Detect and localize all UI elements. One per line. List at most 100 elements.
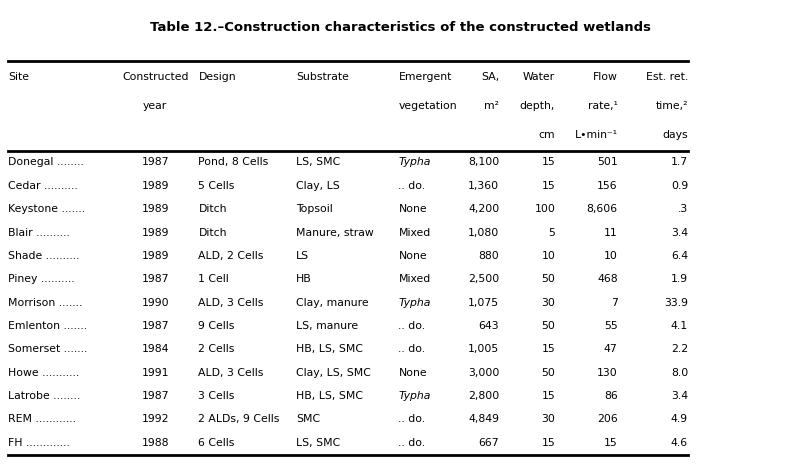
Text: 1992: 1992 [142, 414, 169, 424]
Text: 1987: 1987 [142, 391, 169, 401]
Text: 15: 15 [542, 181, 555, 191]
Text: Est. ret.: Est. ret. [646, 73, 688, 82]
Text: ALD, 2 Cells: ALD, 2 Cells [198, 251, 264, 261]
Text: 4,849: 4,849 [468, 414, 499, 424]
Text: Ditch: Ditch [198, 204, 227, 214]
Text: Clay, manure: Clay, manure [296, 298, 369, 308]
Text: LS: LS [296, 251, 309, 261]
Text: 2,500: 2,500 [468, 274, 499, 284]
Text: 11: 11 [604, 227, 618, 237]
Text: 6 Cells: 6 Cells [198, 438, 234, 448]
Text: Typha: Typha [398, 391, 430, 401]
Text: .. do.: .. do. [398, 438, 426, 448]
Text: Somerset .......: Somerset ....... [8, 344, 87, 354]
Text: Keystone .......: Keystone ....... [8, 204, 85, 214]
Text: 15: 15 [604, 438, 618, 448]
Text: Flow: Flow [593, 73, 618, 82]
Text: Mixed: Mixed [398, 274, 430, 284]
Text: None: None [398, 251, 427, 261]
Text: cm: cm [538, 130, 555, 139]
Text: Table 12.–Construction characteristics of the constructed wetlands: Table 12.–Construction characteristics o… [150, 21, 650, 34]
Text: 3.4: 3.4 [671, 391, 688, 401]
Text: 1989: 1989 [142, 204, 169, 214]
Text: 10: 10 [542, 251, 555, 261]
Text: Water: Water [523, 73, 555, 82]
Text: Donegal ........: Donegal ........ [8, 157, 84, 167]
Text: Manure, straw: Manure, straw [296, 227, 374, 237]
Text: Ditch: Ditch [198, 227, 227, 237]
Text: 3,000: 3,000 [468, 368, 499, 378]
Text: 5: 5 [548, 227, 555, 237]
Text: 1,005: 1,005 [468, 344, 499, 354]
Text: HB, LS, SMC: HB, LS, SMC [296, 391, 363, 401]
Text: Clay, LS: Clay, LS [296, 181, 340, 191]
Text: Piney ..........: Piney .......... [8, 274, 74, 284]
Text: LS, SMC: LS, SMC [296, 438, 340, 448]
Text: 15: 15 [542, 438, 555, 448]
Text: 1.7: 1.7 [671, 157, 688, 167]
Text: 130: 130 [597, 368, 618, 378]
Text: Shade ..........: Shade .......... [8, 251, 79, 261]
Text: 30: 30 [542, 298, 555, 308]
Text: 1987: 1987 [142, 321, 169, 331]
Text: time,²: time,² [655, 101, 688, 111]
Text: FH .............: FH ............. [8, 438, 70, 448]
Text: 1988: 1988 [142, 438, 169, 448]
Text: HB, LS, SMC: HB, LS, SMC [296, 344, 363, 354]
Text: 8,606: 8,606 [586, 204, 618, 214]
Text: REM ............: REM ............ [8, 414, 76, 424]
Text: year: year [143, 101, 167, 111]
Text: Cedar ..........: Cedar .......... [8, 181, 78, 191]
Text: 2 ALDs, 9 Cells: 2 ALDs, 9 Cells [198, 414, 280, 424]
Text: None: None [398, 204, 427, 214]
Text: days: days [662, 130, 688, 139]
Text: 10: 10 [604, 251, 618, 261]
Text: Constructed: Constructed [122, 73, 189, 82]
Text: 1989: 1989 [142, 181, 169, 191]
Text: Emergent: Emergent [398, 73, 452, 82]
Text: 1989: 1989 [142, 227, 169, 237]
Text: 6.4: 6.4 [671, 251, 688, 261]
Text: Typha: Typha [398, 298, 430, 308]
Text: Substrate: Substrate [296, 73, 349, 82]
Text: 667: 667 [478, 438, 499, 448]
Text: 1987: 1987 [142, 274, 169, 284]
Text: 9 Cells: 9 Cells [198, 321, 234, 331]
Text: 1987: 1987 [142, 157, 169, 167]
Text: 86: 86 [604, 391, 618, 401]
Text: 2.2: 2.2 [671, 344, 688, 354]
Text: Blair ..........: Blair .......... [8, 227, 70, 237]
Text: 15: 15 [542, 344, 555, 354]
Text: LS, manure: LS, manure [296, 321, 358, 331]
Text: 4.9: 4.9 [671, 414, 688, 424]
Text: Design: Design [198, 73, 236, 82]
Text: 1 Cell: 1 Cell [198, 274, 229, 284]
Text: 643: 643 [478, 321, 499, 331]
Text: Pond, 8 Cells: Pond, 8 Cells [198, 157, 269, 167]
Text: 501: 501 [597, 157, 618, 167]
Text: 4,200: 4,200 [468, 204, 499, 214]
Text: SA,: SA, [481, 73, 499, 82]
Text: 8,100: 8,100 [468, 157, 499, 167]
Text: 3.4: 3.4 [671, 227, 688, 237]
Text: Site: Site [8, 73, 29, 82]
Text: Topsoil: Topsoil [296, 204, 333, 214]
Text: 4.6: 4.6 [671, 438, 688, 448]
Text: Howe ...........: Howe ........... [8, 368, 79, 378]
Text: 156: 156 [597, 181, 618, 191]
Text: LS, SMC: LS, SMC [296, 157, 340, 167]
Text: 4.1: 4.1 [671, 321, 688, 331]
Text: Clay, LS, SMC: Clay, LS, SMC [296, 368, 371, 378]
Text: 30: 30 [542, 414, 555, 424]
Text: 0.9: 0.9 [670, 181, 688, 191]
Text: Morrison .......: Morrison ....... [8, 298, 82, 308]
Text: SMC: SMC [296, 414, 320, 424]
Text: m²: m² [484, 101, 499, 111]
Text: depth,: depth, [520, 101, 555, 111]
Text: vegetation: vegetation [398, 101, 457, 111]
Text: HB: HB [296, 274, 312, 284]
Text: 1989: 1989 [142, 251, 169, 261]
Text: 3 Cells: 3 Cells [198, 391, 234, 401]
Text: 50: 50 [542, 321, 555, 331]
Text: Mixed: Mixed [398, 227, 430, 237]
